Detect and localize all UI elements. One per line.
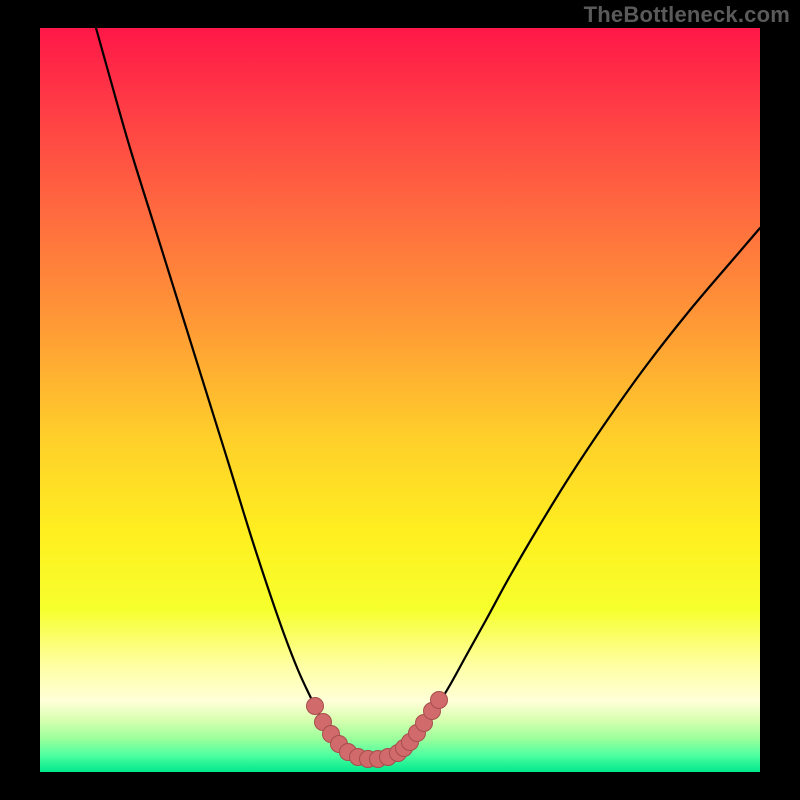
chart-frame: TheBottleneck.com: [0, 0, 800, 800]
plot-area: [40, 28, 760, 772]
data-marker: [307, 698, 324, 715]
gradient-background: [40, 28, 760, 772]
chart-svg: [40, 28, 760, 772]
data-marker: [431, 692, 448, 709]
watermark-text: TheBottleneck.com: [584, 2, 790, 28]
